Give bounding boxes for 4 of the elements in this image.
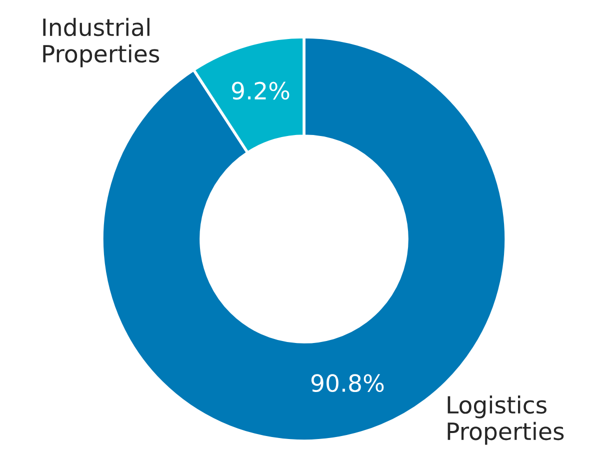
slice-label: Logistics Properties xyxy=(448,395,564,445)
data-label: 9.2% xyxy=(232,82,290,100)
slice-label: Industrial Properties xyxy=(43,18,160,68)
data-label: 90.8% xyxy=(311,374,384,392)
